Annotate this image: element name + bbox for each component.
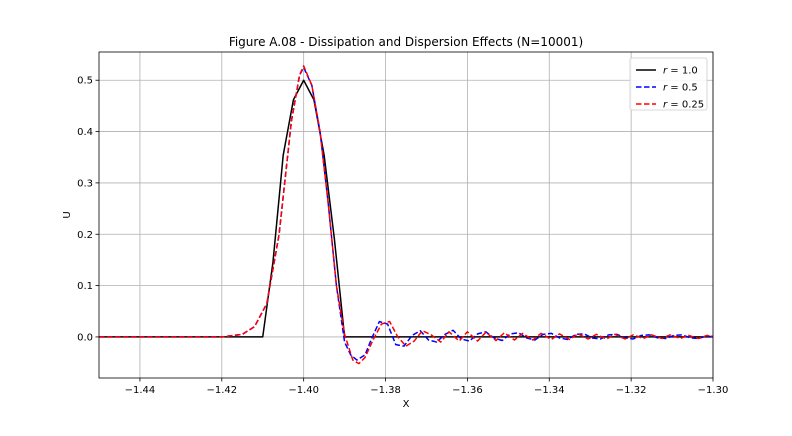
x-tick-label: −1.30: [698, 385, 729, 396]
y-tick-label: 0.0: [77, 332, 93, 343]
axis-ticks: −1.44 −1.42 −1.40 −1.38 −1.36 −1.34 −1.32 −1.30…: [77, 76, 728, 396]
x-tick-label: −1.40: [288, 385, 319, 396]
x-tick-label: −1.42: [206, 385, 237, 396]
x-tick-label: −1.32: [616, 385, 647, 396]
y-tick-label: 0.2: [77, 230, 93, 241]
y-tick-label: 0.5: [77, 76, 93, 87]
series-line-0: [99, 79, 713, 338]
y-tick-label: 0.1: [77, 281, 93, 292]
x-tick-label: −1.44: [125, 385, 156, 396]
legend: r = 1.0r = 0.5r = 0.25: [629, 57, 708, 111]
legend-label-variable: r: [663, 100, 668, 111]
legend-box: [629, 57, 708, 111]
legend-label-variable: r: [663, 83, 668, 94]
y-tick-label: 0.3: [77, 178, 93, 189]
y-tick-label: 0.4: [77, 127, 93, 138]
x-tick-label: −1.34: [534, 385, 565, 396]
series-lines: [99, 65, 713, 365]
legend-label: r = 1.0: [663, 66, 698, 77]
legend-label-value: = 1.0: [667, 66, 698, 77]
y-axis-label: U: [62, 211, 73, 218]
x-tick-label: −1.38: [370, 385, 401, 396]
series-line-2: [99, 65, 713, 365]
legend-label-variable: r: [663, 66, 668, 77]
plot-frame: [98, 51, 714, 379]
legend-label: r = 0.5: [663, 83, 698, 94]
legend-label-value: = 0.25: [667, 100, 704, 111]
legend-label-value: = 0.5: [667, 83, 698, 94]
x-tick-label: −1.36: [452, 385, 483, 396]
chart-title: Figure A.08 - Dissipation and Dispersion…: [229, 35, 583, 49]
legend-label: r = 0.25: [663, 100, 704, 111]
x-axis-label: X: [403, 399, 410, 410]
